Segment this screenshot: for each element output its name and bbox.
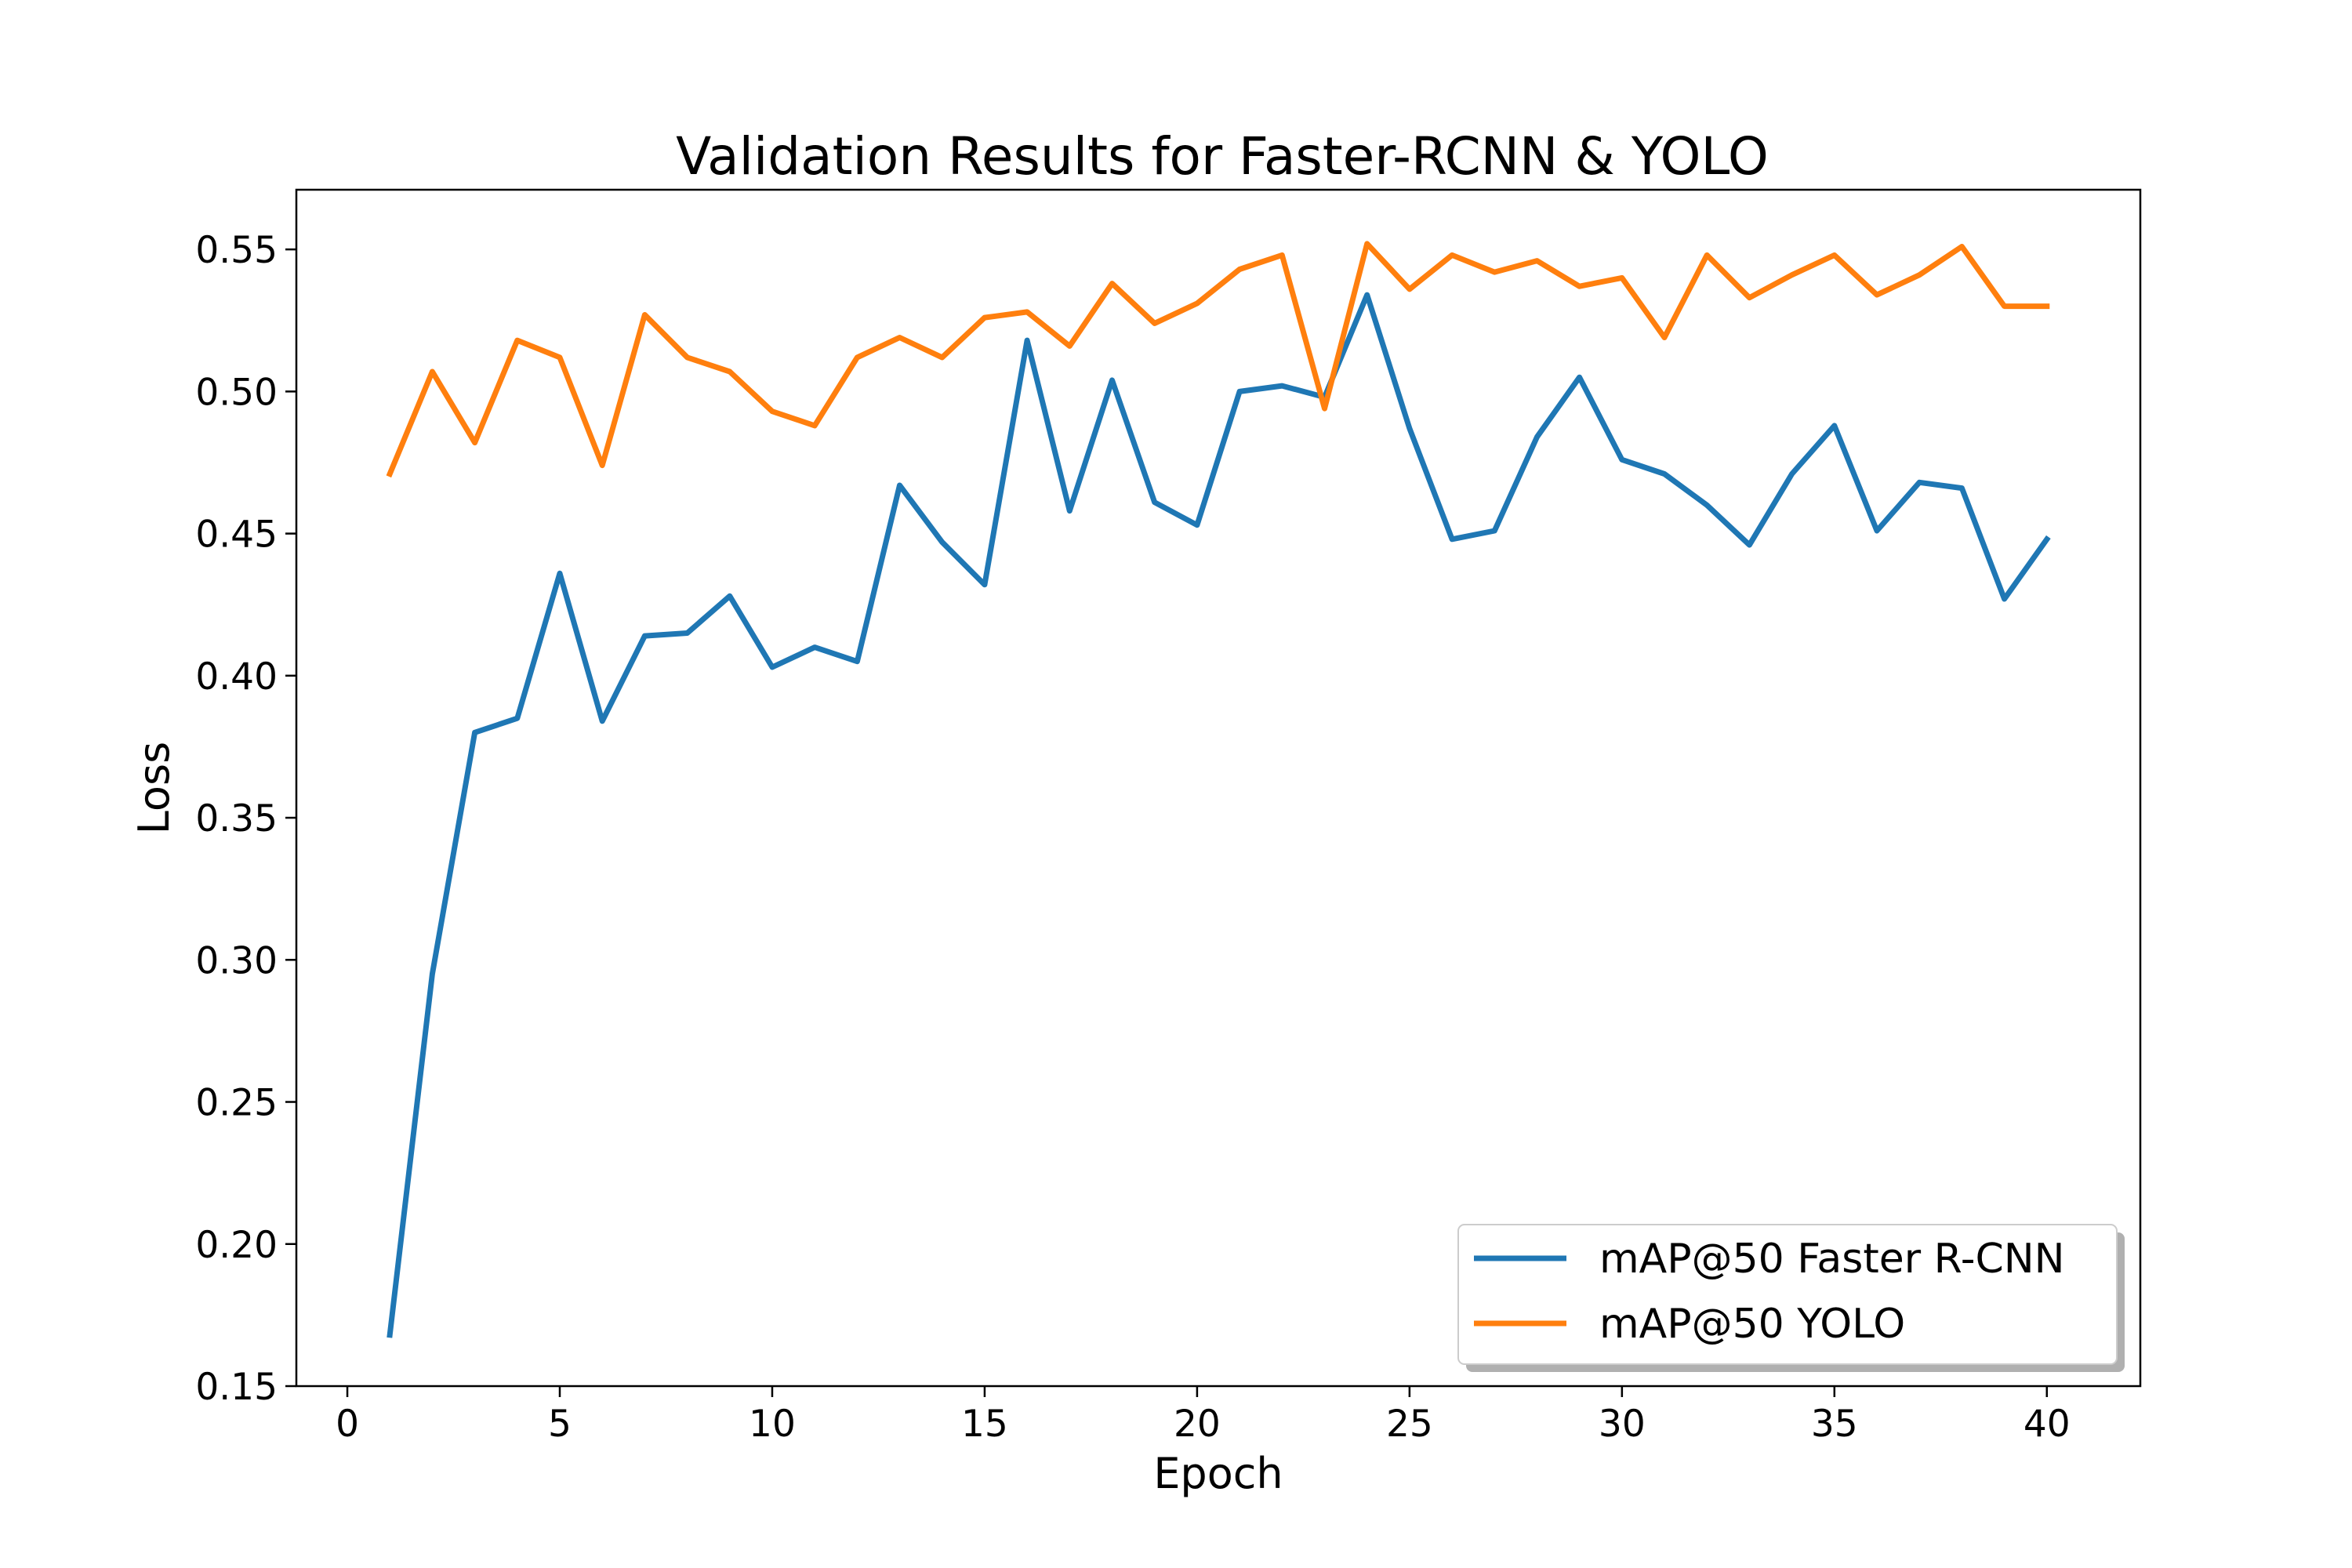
y-tick-label: 0.35 (195, 797, 278, 840)
x-tick-label: 10 (749, 1403, 796, 1446)
y-axis-label: Loss (129, 742, 179, 834)
legend: mAP@50 Faster R-CNN mAP@50 YOLO (1457, 1224, 2125, 1372)
x-tick-label: 25 (1386, 1403, 1433, 1446)
x-tick-label: 40 (2024, 1403, 2071, 1446)
legend-box (1457, 1224, 2118, 1365)
y-tick-label: 0.40 (195, 655, 278, 699)
x-tick-label: 20 (1174, 1403, 1221, 1446)
x-tick-label: 30 (1599, 1403, 1646, 1446)
x-axis-ticks: 0 5 10 15 20 25 30 35 40 (336, 1386, 2071, 1446)
x-tick-label: 15 (961, 1403, 1008, 1446)
series-line-yolo (386, 241, 2050, 478)
legend-label-yolo: mAP@50 YOLO (1599, 1301, 1905, 1348)
y-tick-label: 0.55 (195, 229, 278, 272)
series-line-faster-rcnn (387, 292, 2051, 1338)
x-tick-label: 35 (1811, 1403, 1858, 1446)
y-tick-label: 0.45 (195, 514, 278, 557)
y-tick-label: 0.25 (195, 1082, 278, 1125)
plot-frame (295, 188, 2142, 1388)
x-axis-label: Epoch (1153, 1449, 1283, 1498)
series-layer (386, 241, 2051, 1338)
y-tick-label: 0.30 (195, 939, 278, 982)
legend-label-faster-rcnn: mAP@50 Faster R-CNN (1599, 1236, 2065, 1283)
x-tick-label: 5 (548, 1403, 572, 1446)
y-tick-label: 0.20 (195, 1224, 278, 1267)
y-axis-ticks: 0.15 0.20 0.25 0.30 0.35 0.40 0.45 0.50 0.55 (195, 229, 296, 1409)
y-tick-label: 0.50 (195, 371, 278, 414)
x-tick-label: 0 (336, 1403, 359, 1446)
y-tick-label: 0.15 (195, 1366, 278, 1409)
chart-title: Validation Results for Faster-RCNN & YOL… (676, 126, 1769, 187)
